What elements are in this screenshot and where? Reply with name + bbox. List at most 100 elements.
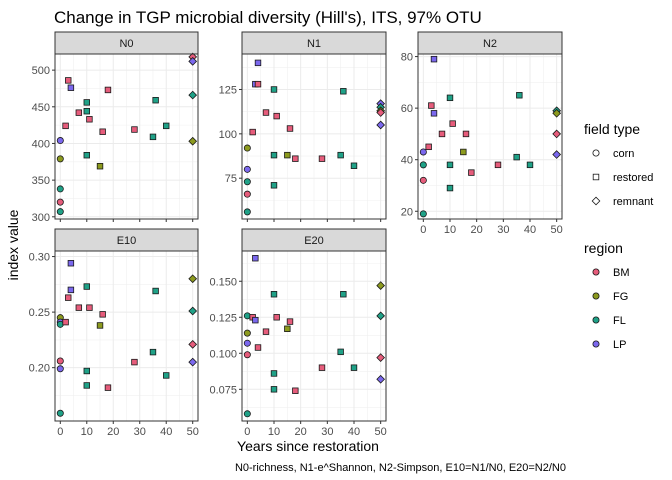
data-point	[350, 364, 358, 371]
data-point	[188, 136, 198, 146]
data-point	[428, 102, 435, 109]
data-point	[284, 325, 291, 332]
facet-strip-label: E10	[117, 235, 137, 247]
data-point	[350, 162, 358, 169]
data-point	[188, 274, 198, 284]
legend-label: restored	[613, 172, 653, 184]
data-point	[254, 80, 262, 88]
data-point	[254, 59, 262, 67]
data-point	[131, 126, 138, 133]
data-point	[243, 208, 251, 216]
data-point	[419, 161, 427, 169]
facet-panel-n0: N0 300 350 400 450 500	[32, 31, 199, 224]
data-point	[75, 109, 83, 116]
y-tick-label: 20	[401, 206, 413, 218]
data-point	[252, 255, 259, 262]
legend-title-field-type: field type	[584, 121, 640, 137]
data-point	[376, 374, 386, 384]
data-point	[56, 198, 64, 206]
data-point	[188, 56, 198, 66]
x-tick-label: 20	[107, 426, 119, 438]
data-point	[254, 344, 262, 351]
data-point	[83, 382, 90, 389]
x-tick-label: 20	[471, 224, 483, 236]
x-tick-label: 10	[268, 426, 280, 438]
data-point	[56, 155, 64, 163]
facet-panel-e20: E20 0.075 0.100 0.125 0.150 0 10 20 30 40 50	[209, 228, 387, 438]
data-point	[83, 151, 90, 159]
data-point	[152, 97, 159, 104]
x-tick-label: 50	[375, 426, 387, 438]
y-tick-label: 0.150	[209, 276, 237, 288]
data-point	[56, 365, 64, 373]
y-tick-label: 0.20	[29, 363, 50, 375]
data-point	[243, 329, 251, 337]
data-points	[243, 59, 386, 216]
data-point	[449, 120, 456, 127]
data-point	[62, 122, 69, 130]
y-tick-label: 100	[219, 129, 237, 141]
data-point	[526, 161, 534, 169]
panel-border	[241, 250, 387, 422]
legend-label: remnant	[613, 196, 653, 208]
data-point	[99, 311, 106, 318]
data-point	[163, 122, 170, 130]
data-point	[262, 109, 270, 116]
data-point	[56, 208, 64, 216]
data-point	[163, 372, 170, 379]
data-point	[286, 125, 294, 132]
data-point	[425, 143, 432, 151]
data-point	[188, 306, 198, 316]
y-tick-label: 80	[401, 52, 413, 64]
legend: field type corn restored remnant region BM FG F…	[584, 121, 653, 351]
data-point	[376, 353, 386, 362]
data-point	[56, 409, 64, 417]
x-tick-label: 50	[551, 224, 563, 236]
facet-strip-label: N1	[307, 38, 321, 50]
data-point	[243, 165, 251, 173]
panel-border	[54, 250, 199, 422]
data-point	[99, 128, 106, 135]
data-point	[468, 169, 475, 176]
data-point	[243, 144, 251, 152]
data-point	[552, 129, 562, 139]
data-point	[552, 150, 562, 159]
data-point	[419, 176, 427, 184]
data-point	[67, 260, 75, 267]
panel-border	[54, 53, 199, 220]
data-point	[430, 110, 438, 117]
data-point	[243, 351, 251, 359]
y-axis-title: index value	[5, 209, 21, 280]
data-point	[430, 55, 438, 63]
x-tick-label: 20	[295, 426, 307, 438]
data-point	[318, 364, 326, 371]
data-point	[376, 281, 386, 290]
data-point	[552, 108, 562, 118]
data-point	[56, 357, 64, 365]
data-point	[337, 151, 344, 159]
y-tick-label: 60	[401, 103, 413, 115]
legend-key-remnant	[591, 196, 601, 206]
y-tick-label: 0.075	[209, 384, 237, 396]
legend-key-FL	[592, 316, 600, 324]
data-point	[243, 339, 251, 347]
x-tick-label: 0	[244, 426, 250, 438]
x-tick-label: 40	[160, 426, 172, 438]
x-tick-label: 0	[57, 426, 63, 438]
data-point	[67, 84, 75, 91]
legend-key-FG	[592, 292, 600, 300]
data-point	[513, 153, 520, 161]
data-point	[273, 314, 280, 321]
data-point	[286, 318, 294, 325]
x-tick-label: 40	[524, 224, 536, 236]
data-point	[243, 410, 251, 418]
data-point	[149, 348, 157, 356]
facet-strip-label: E20	[304, 235, 324, 247]
data-point	[83, 283, 90, 290]
data-point	[56, 137, 64, 145]
legend-key-corn	[592, 149, 600, 157]
data-point	[56, 185, 64, 193]
data-point	[104, 86, 112, 94]
